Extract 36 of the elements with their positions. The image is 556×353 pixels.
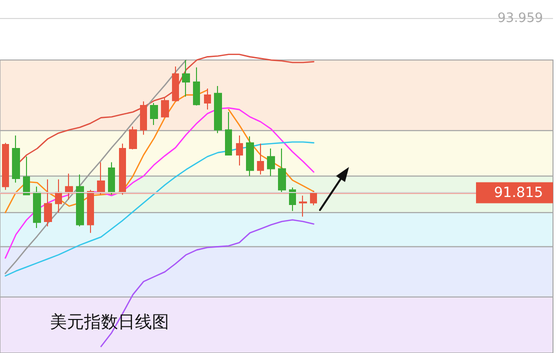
candlestick: [65, 173, 73, 200]
candlestick: [310, 190, 317, 206]
line-series: [4, 59, 187, 274]
line-series: [4, 141, 314, 277]
candlestick: [23, 156, 30, 196]
candlestick: [204, 88, 211, 110]
candlestick: [129, 126, 137, 150]
candlestick: [119, 143, 126, 196]
candlestick: [108, 162, 115, 196]
candlestick: [182, 60, 190, 98]
candlestick: [44, 178, 52, 227]
candlestick: [97, 162, 105, 196]
candlestick: [299, 195, 307, 218]
candlestick: [76, 174, 84, 227]
candlestick: [87, 189, 94, 234]
candlestick: [193, 66, 200, 106]
candlestick: [278, 148, 286, 193]
candlestick: [246, 136, 254, 177]
candlestick: [161, 96, 169, 118]
candlestick: [140, 100, 147, 136]
candlestick: [2, 142, 9, 190]
candlestick: [150, 102, 158, 126]
candlestick: [236, 135, 243, 166]
candlestick: [214, 86, 222, 134]
candlestick: [33, 186, 41, 229]
line-series: [100, 219, 314, 348]
text: 美元指数日线图: [50, 312, 169, 332]
y-tick-label: 91.815: [494, 185, 543, 202]
candlestick: [55, 178, 62, 214]
candlestick: [12, 135, 20, 184]
candlestick: [257, 143, 264, 175]
candlestick: [267, 148, 275, 177]
candlestick: [225, 111, 232, 156]
y-tick-label: 93.959: [498, 11, 543, 26]
candlestick: [172, 66, 179, 102]
candlestick: [289, 186, 296, 212]
